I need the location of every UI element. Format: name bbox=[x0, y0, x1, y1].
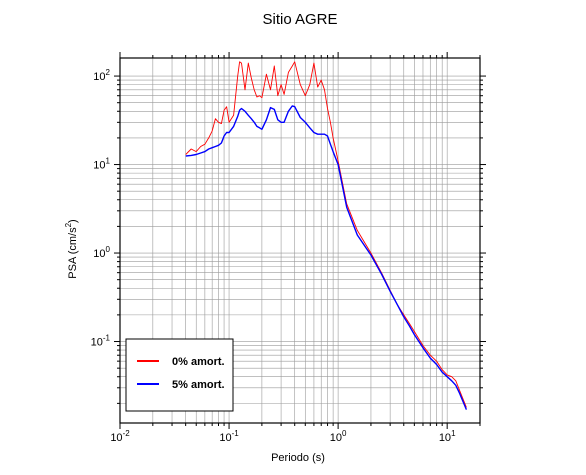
x-tick-label-exponent: -1 bbox=[232, 429, 240, 438]
x-tick-label-exponent: 0 bbox=[342, 429, 347, 438]
x-tick-label-base: 10 bbox=[439, 432, 451, 444]
y-tick-label: 100 bbox=[93, 245, 110, 260]
y-tick-label: 10-1 bbox=[91, 334, 111, 349]
y-tick-label: 102 bbox=[93, 68, 110, 83]
y-tick-label-base: 10 bbox=[91, 337, 103, 349]
legend: 0% amort. 5% amort. bbox=[125, 338, 234, 412]
y-axis-label-close: ) bbox=[67, 219, 79, 223]
legend-label-5pct: 5% amort. bbox=[172, 379, 225, 391]
x-tick-label-base: 10 bbox=[219, 432, 231, 444]
x-tick-label-exponent: -2 bbox=[123, 429, 131, 438]
x-tick-label: 101 bbox=[439, 429, 456, 444]
y-axis-label-exponent: 2 bbox=[64, 222, 73, 227]
y-tick-label: 101 bbox=[93, 157, 110, 172]
x-tick-label: 100 bbox=[330, 429, 347, 444]
series-layer bbox=[185, 61, 468, 410]
plot-border bbox=[119, 57, 481, 424]
y-tick-label-exponent: 2 bbox=[106, 68, 111, 77]
y-tick-label-exponent: 0 bbox=[106, 245, 111, 254]
x-tick-label: 10-1 bbox=[219, 429, 239, 444]
y-tick-label-base: 10 bbox=[93, 71, 105, 83]
y-axis-label-base: PSA (cm/s bbox=[67, 227, 79, 279]
plot-frame bbox=[119, 57, 481, 424]
y-tick-label-exponent: 1 bbox=[106, 157, 111, 166]
y-tick-label-base: 10 bbox=[93, 160, 105, 172]
y-axis-label: PSA (cm/s2) bbox=[64, 219, 79, 278]
chart-title: Sitio AGRE bbox=[262, 11, 337, 28]
legend-box bbox=[125, 338, 234, 412]
x-tick-label-exponent: 1 bbox=[451, 429, 456, 438]
y-tick-label-base: 10 bbox=[93, 248, 105, 260]
y-tick-label-exponent: -1 bbox=[103, 334, 111, 343]
x-axis-label: Periodo (s) bbox=[271, 452, 325, 464]
x-tick-label-base: 10 bbox=[330, 432, 342, 444]
series-line-0pct-damping bbox=[185, 61, 467, 408]
legend-label-0pct: 0% amort. bbox=[172, 356, 225, 368]
series-line-5pct-damping bbox=[185, 105, 468, 410]
x-tick-label: 10-2 bbox=[110, 429, 130, 444]
x-tick-label-base: 10 bbox=[110, 432, 122, 444]
